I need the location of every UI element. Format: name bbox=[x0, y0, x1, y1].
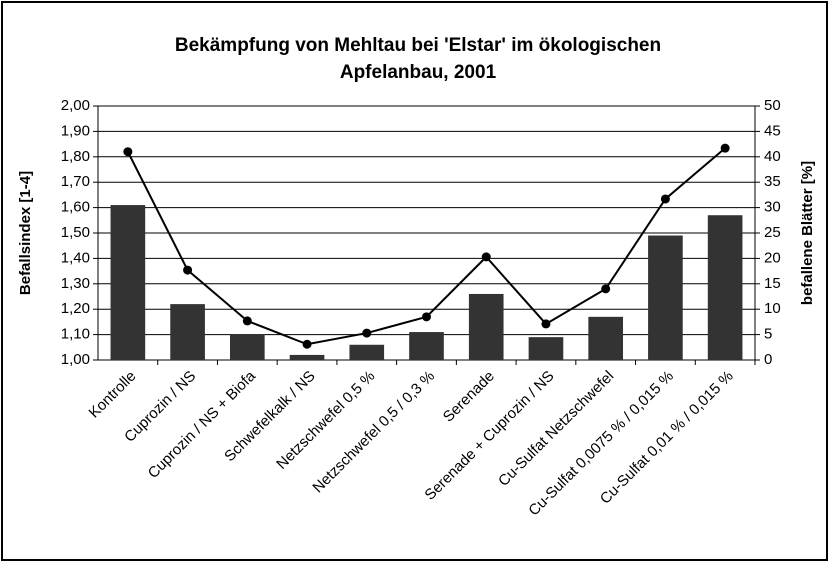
bar bbox=[588, 316, 624, 360]
y2-tick-label: 45 bbox=[764, 122, 781, 139]
bar bbox=[707, 215, 743, 360]
y-tick-label: 1,90 bbox=[61, 122, 90, 139]
line-marker bbox=[660, 194, 670, 204]
y2-tick-label: 25 bbox=[764, 224, 781, 241]
bar bbox=[170, 304, 205, 360]
bar bbox=[409, 332, 444, 360]
chart-title: Apfelanbau, 2001 bbox=[340, 62, 497, 83]
y2-axis-label: befallene Blätter [%] bbox=[799, 161, 816, 305]
y2-tick-label: 5 bbox=[764, 326, 772, 343]
y2-tick-label: 20 bbox=[764, 249, 781, 266]
line-marker bbox=[362, 328, 372, 338]
y-tick-label: 1,50 bbox=[61, 224, 90, 241]
y-tick-label: 1,30 bbox=[61, 275, 90, 292]
bar bbox=[349, 344, 385, 360]
line-marker bbox=[183, 265, 193, 275]
y2-tick-label: 50 bbox=[764, 97, 781, 114]
line-marker bbox=[601, 284, 611, 294]
line-marker bbox=[541, 319, 551, 329]
bar bbox=[229, 334, 265, 360]
y-tick-label: 1,10 bbox=[61, 326, 90, 343]
bar bbox=[289, 354, 325, 360]
y-axis-label: Befallsindex [1-4] bbox=[17, 171, 34, 295]
y-tick-label: 2,00 bbox=[61, 97, 90, 114]
y2-tick-label: 0 bbox=[764, 351, 772, 368]
line-marker bbox=[422, 312, 431, 322]
y2-tick-label: 35 bbox=[764, 173, 781, 190]
line-marker bbox=[720, 143, 730, 153]
y2-tick-label: 15 bbox=[764, 275, 781, 292]
bar bbox=[648, 235, 683, 360]
y-tick-label: 1,20 bbox=[61, 300, 90, 317]
y2-tick-label: 40 bbox=[764, 148, 781, 165]
y2-tick-label: 30 bbox=[764, 199, 781, 216]
line-marker bbox=[123, 147, 133, 157]
chart-title: Bekämpfung von Mehltau bei 'Elstar' im ö… bbox=[175, 35, 661, 56]
y-tick-label: 1,60 bbox=[61, 199, 90, 216]
bar bbox=[110, 205, 146, 360]
y-tick-label: 1,70 bbox=[61, 173, 90, 190]
line-marker bbox=[242, 316, 252, 326]
y-tick-label: 1,00 bbox=[61, 351, 90, 368]
bar bbox=[528, 337, 564, 360]
y-tick-label: 1,80 bbox=[61, 148, 90, 165]
y-tick-label: 1,40 bbox=[61, 249, 90, 266]
line-marker bbox=[481, 252, 491, 262]
bar bbox=[468, 293, 504, 360]
line-marker bbox=[302, 339, 312, 349]
y2-tick-label: 10 bbox=[764, 300, 781, 317]
